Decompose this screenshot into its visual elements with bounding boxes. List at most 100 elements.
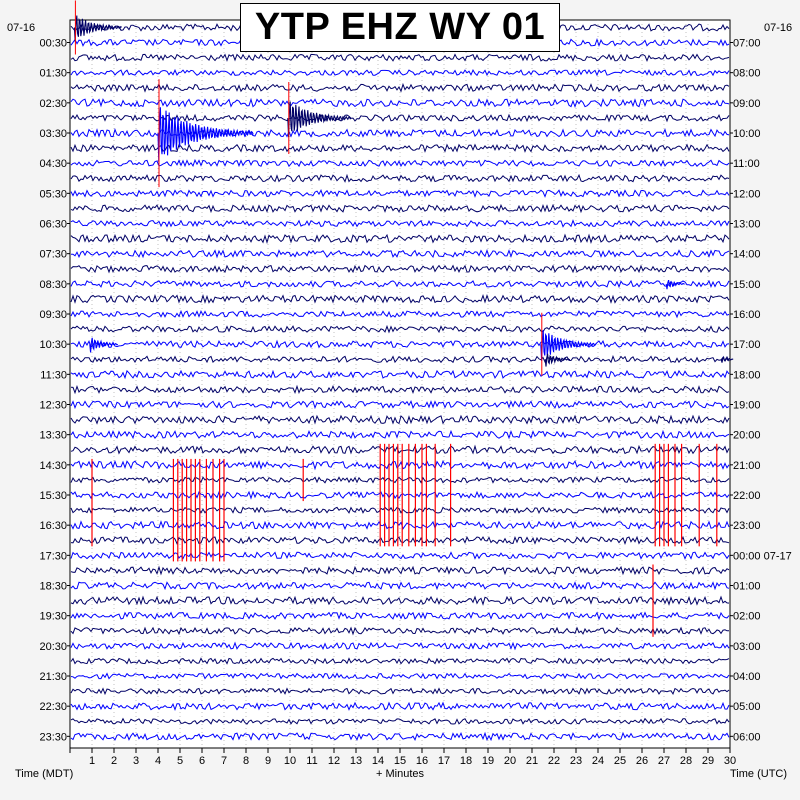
right-axis-title: Time (UTC) (730, 768, 787, 780)
right-time-label: 21:00 (733, 460, 761, 472)
seismic-trace (70, 672, 730, 680)
x-tick-label: 23 (570, 755, 582, 767)
right-time-label: 10:00 (733, 128, 761, 140)
seismic-trace (70, 203, 730, 214)
seismic-trace (70, 581, 730, 591)
left-time-label: 20:30 (39, 641, 67, 653)
x-tick-label: 21 (526, 755, 538, 767)
x-tick-label: 14 (372, 755, 384, 767)
x-tick-label: 7 (221, 755, 227, 767)
seismic-trace (70, 264, 730, 274)
x-tick-label: 2 (111, 755, 117, 767)
x-axis-title: + Minutes (376, 768, 424, 780)
x-tick-label: 16 (416, 755, 428, 767)
x-tick-label: 26 (636, 755, 648, 767)
seismic-trace (70, 339, 730, 349)
left-time-label: 00:30 (39, 38, 67, 50)
seismic-trace (70, 701, 730, 711)
trace-group (70, 23, 730, 742)
x-tick-label: 4 (155, 755, 161, 767)
seismic-trace (70, 551, 730, 560)
seismic-trace (70, 490, 730, 500)
x-tick-label: 20 (504, 755, 516, 767)
x-tick-label: 17 (438, 755, 450, 767)
right-time-label: 20:00 (733, 430, 761, 442)
left-time-label: 03:30 (39, 128, 67, 140)
x-tick-label: 8 (243, 755, 249, 767)
seismic-trace (70, 173, 730, 183)
right-time-label: 02:00 (733, 611, 761, 623)
seismic-trace (70, 414, 730, 425)
left-time-label: 21:30 (39, 671, 67, 683)
seismic-event (540, 329, 597, 361)
right-time-label: 07:00 (733, 38, 761, 50)
event-group (73, 0, 734, 637)
seismic-trace (70, 279, 730, 289)
seismic-trace (70, 113, 730, 123)
right-time-label: 09:00 (733, 98, 761, 110)
x-tick-label: 11 (306, 755, 317, 767)
seismic-event (544, 353, 571, 367)
seismic-trace (70, 309, 730, 319)
left-time-label: 19:30 (39, 611, 67, 623)
right-time-label: 06:00 (733, 731, 761, 743)
seismic-event (287, 101, 351, 138)
right-time-label: 12:00 (733, 188, 761, 200)
seismic-trace (70, 535, 730, 545)
seismic-trace (70, 369, 730, 380)
seismic-trace (70, 520, 730, 531)
seismic-trace (70, 687, 730, 696)
seismic-trace (70, 429, 730, 440)
seismic-trace (70, 611, 730, 621)
seismic-trace (71, 248, 730, 259)
title-box: YTP EHZ WY 01 (240, 3, 560, 52)
left-time-label: 01:30 (39, 68, 67, 80)
left-time-label: 23:30 (39, 731, 67, 743)
seismic-trace (70, 68, 730, 77)
seismic-trace (70, 233, 730, 245)
x-tick-label: 27 (658, 755, 670, 767)
left-date-label: 07-16 (7, 22, 35, 34)
x-tick-label: 5 (177, 755, 183, 767)
left-axis-title: Time (MDT) (15, 768, 73, 780)
right-time-label: 17:00 (733, 339, 761, 351)
right-time-label: 01:00 (733, 581, 761, 593)
seismic-trace (70, 641, 730, 651)
seismic-event (157, 107, 254, 163)
x-axis-ticks: 1 2 3 4 5 6 7 8 9 10 11 12 13 14 15 16 17 18 19 20 21 22 23 24 2… (69, 748, 736, 767)
right-time-label: 18:00 (733, 369, 761, 381)
seismic-trace (70, 97, 730, 108)
left-time-label: 12:30 (39, 400, 67, 412)
x-tick-label: 30 (724, 755, 736, 767)
left-time-label: 08:30 (39, 279, 67, 291)
chart-title: YTP EHZ WY 01 (254, 6, 546, 48)
seismic-event (73, 15, 122, 42)
seismic-trace (70, 158, 730, 168)
x-tick-label: 12 (328, 755, 340, 767)
left-time-label: 22:30 (39, 701, 67, 713)
x-tick-label: 1 (89, 755, 95, 767)
minute-grid (91, 20, 709, 748)
x-tick-label: 6 (199, 755, 205, 767)
right-time-label: 08:00 (733, 68, 761, 80)
left-time-label: 06:30 (39, 219, 67, 231)
seismic-trace (70, 657, 730, 665)
seismic-trace (70, 294, 730, 304)
left-time-label: 02:30 (39, 98, 67, 110)
seismic-trace (70, 731, 730, 742)
x-tick-label: 13 (350, 755, 362, 767)
x-tick-label: 28 (680, 755, 692, 767)
left-time-label: 04:30 (39, 158, 67, 170)
seismic-event (720, 355, 734, 363)
right-date-label: 07-16 (764, 22, 792, 34)
right-time-label: 19:00 (733, 400, 761, 412)
left-time-label: 13:30 (39, 430, 67, 442)
seismic-trace (70, 565, 730, 576)
right-time-label: 23:00 (733, 520, 761, 532)
left-time-label: 10:30 (39, 339, 67, 351)
left-time-label: 09:30 (39, 309, 67, 321)
right-time-label: 14:00 (733, 249, 761, 261)
seismic-trace (70, 595, 730, 606)
left-time-label: 17:30 (39, 550, 67, 562)
